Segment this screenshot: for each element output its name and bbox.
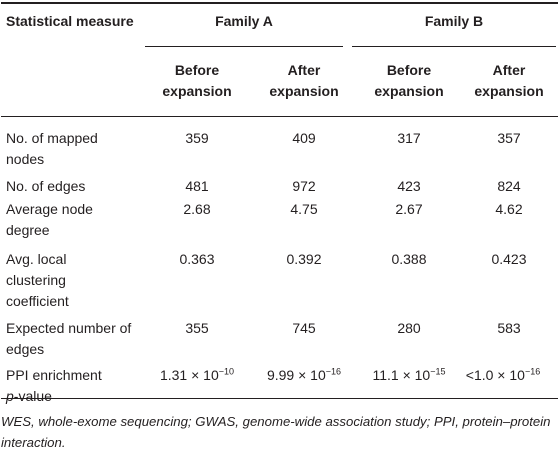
- ppi-b-after-base: <1.0 × 10: [465, 367, 525, 383]
- cell-b-before: 280: [397, 320, 421, 336]
- cell-a-before: 355: [185, 320, 209, 336]
- ppi-a-after-exp: −16: [325, 366, 342, 377]
- ppi-b-after-exp: −16: [524, 366, 541, 377]
- ppi-b-before-exp: −15: [430, 366, 446, 377]
- row-label: No. of edges: [6, 178, 86, 194]
- cell-a-before: 481: [185, 178, 209, 194]
- ppi-label-main: PPI enrichment: [6, 367, 102, 383]
- subheader-family-b-before: Before expansion: [374, 62, 444, 99]
- ppi-a-after-base: 9.99 × 10: [266, 367, 326, 383]
- cell-a-before: 2.68: [183, 201, 211, 217]
- cell-b-before: 2.67: [395, 201, 423, 217]
- cell-b-before: 423: [397, 178, 421, 194]
- header-bottom-rule: [1, 116, 558, 117]
- cell-b-after: 4.62: [495, 201, 523, 217]
- cell-b-before-ppi: 11.1 × 10−15: [353, 365, 465, 386]
- subheader-family-a-after: After expansion: [269, 62, 339, 99]
- table-footnote: WES, whole-exome sequencing; GWAS, genom…: [1, 414, 551, 450]
- subheader-family-b-after: After expansion: [474, 62, 544, 99]
- row-label: No. of mapped nodes: [6, 130, 98, 167]
- cell-b-after: 824: [497, 178, 521, 194]
- cell-b-after-ppi: <1.0 × 10−16: [449, 365, 557, 386]
- row-label-ppi: PPI enrichment p-value: [6, 365, 136, 407]
- row-label: Average node degree: [6, 201, 93, 238]
- cell-b-after: 583: [497, 320, 521, 336]
- ppi-a-before-base: 1.31 × 10: [159, 367, 219, 383]
- row-label: Avg. local clustering coefficient: [6, 251, 69, 309]
- cell-b-before: 0.388: [391, 251, 427, 267]
- cell-a-after: 409: [292, 130, 316, 146]
- cell-a-after: 972: [292, 178, 316, 194]
- cell-a-after: 0.392: [286, 251, 322, 267]
- column-header-family-a: Family A: [215, 13, 273, 29]
- column-header-statistical-measure: Statistical measure: [6, 13, 134, 29]
- family-b-underline: [352, 46, 556, 47]
- cell-a-before: 359: [185, 130, 209, 146]
- cell-b-after: 357: [497, 130, 521, 146]
- ppi-a-before-exp: −10: [218, 366, 235, 377]
- subheader-family-a-before: Before expansion: [162, 62, 232, 99]
- row-label: Expected number of edges: [6, 320, 132, 357]
- table-bottom-rule: [1, 398, 558, 399]
- family-a-underline: [145, 46, 343, 47]
- ppi-label-p: p: [6, 388, 14, 404]
- cell-a-before-ppi: 1.31 × 10−10: [141, 365, 253, 386]
- cell-b-before: 317: [397, 130, 421, 146]
- table-top-rule: [1, 2, 558, 4]
- ppi-label-suffix: -value: [13, 388, 52, 404]
- cell-a-after-ppi: 9.99 × 10−16: [248, 365, 360, 386]
- cell-b-after: 0.423: [491, 251, 527, 267]
- column-header-family-b: Family B: [424, 13, 484, 29]
- cell-a-after: 4.75: [290, 201, 318, 217]
- ppi-b-before-base: 11.1 × 10: [372, 367, 431, 383]
- cell-a-after: 745: [292, 320, 316, 336]
- cell-a-before: 0.363: [179, 251, 215, 267]
